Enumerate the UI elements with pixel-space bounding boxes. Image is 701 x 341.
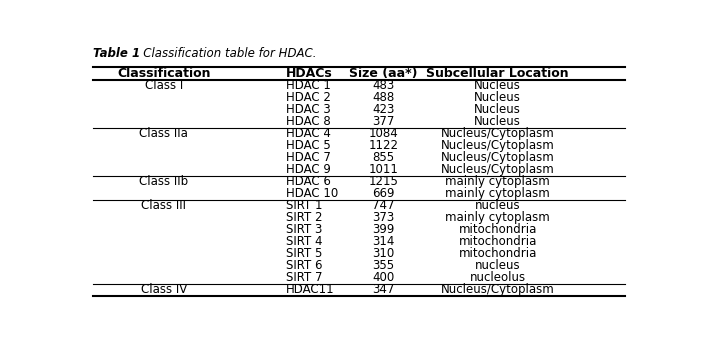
Text: SIRT 6: SIRT 6 — [286, 259, 322, 272]
Text: 423: 423 — [372, 103, 395, 116]
Text: mitochondria: mitochondria — [458, 247, 537, 260]
Text: 400: 400 — [373, 271, 395, 284]
Text: HDAC 8: HDAC 8 — [286, 115, 331, 128]
Text: Classification: Classification — [117, 68, 210, 80]
Text: mitochondria: mitochondria — [458, 235, 537, 248]
Text: mainly cytoplasm: mainly cytoplasm — [445, 175, 550, 188]
Text: 855: 855 — [373, 151, 395, 164]
Text: mainly cytoplasm: mainly cytoplasm — [445, 211, 550, 224]
Text: SIRT 1: SIRT 1 — [286, 199, 322, 212]
Text: HDAC 4: HDAC 4 — [286, 127, 331, 140]
Text: Class III: Class III — [141, 199, 186, 212]
Text: HDAC 6: HDAC 6 — [286, 175, 331, 188]
Text: HDAC 2: HDAC 2 — [286, 91, 331, 104]
Text: Nucleus/Cytoplasm: Nucleus/Cytoplasm — [441, 163, 554, 176]
Text: HDAC 9: HDAC 9 — [286, 163, 331, 176]
Text: HDAC11: HDAC11 — [286, 283, 334, 296]
Text: nucleus: nucleus — [475, 259, 521, 272]
Text: 1011: 1011 — [369, 163, 399, 176]
Text: Nucleus/Cytoplasm: Nucleus/Cytoplasm — [441, 127, 554, 140]
Text: 669: 669 — [372, 187, 395, 200]
Text: Subcellular Location: Subcellular Location — [426, 68, 569, 80]
Text: SIRT 5: SIRT 5 — [286, 247, 322, 260]
Text: Nucleus/Cytoplasm: Nucleus/Cytoplasm — [441, 151, 554, 164]
Text: 377: 377 — [372, 115, 395, 128]
Text: Table 1: Table 1 — [93, 47, 140, 60]
Text: 747: 747 — [372, 199, 395, 212]
Text: HDAC 1: HDAC 1 — [286, 79, 331, 92]
Text: 373: 373 — [373, 211, 395, 224]
Text: 399: 399 — [372, 223, 395, 236]
Text: 314: 314 — [372, 235, 395, 248]
Text: HDAC 7: HDAC 7 — [286, 151, 331, 164]
Text: nucleolus: nucleolus — [470, 271, 526, 284]
Text: Nucleus: Nucleus — [475, 115, 522, 128]
Text: Nucleus: Nucleus — [475, 103, 522, 116]
Text: SIRT 7: SIRT 7 — [286, 271, 322, 284]
Text: SIRT 4: SIRT 4 — [286, 235, 322, 248]
Text: HDAC 5: HDAC 5 — [286, 139, 331, 152]
Text: Size (aa*): Size (aa*) — [350, 68, 418, 80]
Text: Nucleus/Cytoplasm: Nucleus/Cytoplasm — [441, 139, 554, 152]
Text: HDACs: HDACs — [286, 68, 333, 80]
Text: 347: 347 — [372, 283, 395, 296]
Text: HDAC 10: HDAC 10 — [286, 187, 338, 200]
Text: Nucleus/Cytoplasm: Nucleus/Cytoplasm — [441, 283, 554, 296]
Text: nucleus: nucleus — [475, 199, 521, 212]
Text: 1084: 1084 — [369, 127, 399, 140]
Text: Class IIa: Class IIa — [139, 127, 188, 140]
Text: Nucleus: Nucleus — [475, 79, 522, 92]
Text: 1215: 1215 — [369, 175, 399, 188]
Text: 488: 488 — [373, 91, 395, 104]
Text: Class IIb: Class IIb — [139, 175, 189, 188]
Text: mitochondria: mitochondria — [458, 223, 537, 236]
Text: SIRT 2: SIRT 2 — [286, 211, 322, 224]
Text: Class IV: Class IV — [141, 283, 186, 296]
Text: mainly cytoplasm: mainly cytoplasm — [445, 187, 550, 200]
Text: Classification table for HDAC.: Classification table for HDAC. — [132, 47, 317, 60]
Text: 483: 483 — [373, 79, 395, 92]
Text: Class I: Class I — [144, 79, 183, 92]
Text: 310: 310 — [373, 247, 395, 260]
Text: HDAC 3: HDAC 3 — [286, 103, 331, 116]
Text: 355: 355 — [373, 259, 395, 272]
Text: Nucleus: Nucleus — [475, 91, 522, 104]
Text: SIRT 3: SIRT 3 — [286, 223, 322, 236]
Text: 1122: 1122 — [369, 139, 399, 152]
